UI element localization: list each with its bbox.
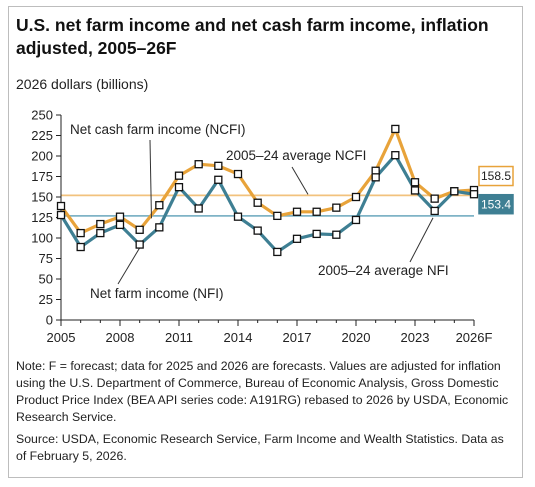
y-tick-label: 75 xyxy=(39,251,53,266)
source-text: Source: USDA, Economic Research Service,… xyxy=(16,431,516,465)
ncfi-point xyxy=(353,194,360,201)
ncfi-point xyxy=(117,213,124,220)
note-text: Note: F = forecast; data for 2025 and 20… xyxy=(16,358,516,426)
nfi-point xyxy=(431,207,438,214)
y-tick-label: 0 xyxy=(46,313,53,328)
nfi-series-label: Net farm income (NFI) xyxy=(90,286,224,301)
ncfi-point xyxy=(77,230,84,237)
nfi-average-label: 2005–24 average NFI xyxy=(318,263,449,278)
y-tick-label: 150 xyxy=(31,190,53,205)
y-tick-label: 250 xyxy=(31,108,53,123)
y-tick-label: 200 xyxy=(31,149,53,164)
nfi-point xyxy=(471,191,478,198)
ncfi-point xyxy=(254,199,261,206)
nfi-point xyxy=(215,176,222,183)
nfi-point xyxy=(294,235,301,242)
ncfi-series-label: Net cash farm income (NCFI) xyxy=(70,122,246,137)
x-tick-label: 2011 xyxy=(165,330,193,345)
nfi-point xyxy=(176,184,183,191)
ncfi-point xyxy=(136,226,143,233)
ncfi-point xyxy=(313,208,320,215)
x-tick-label: 2020 xyxy=(342,330,371,345)
nfi-point xyxy=(195,205,202,212)
y-tick-label: 100 xyxy=(31,231,53,246)
y-tick-label: 25 xyxy=(39,292,53,307)
nfi-point xyxy=(333,231,340,238)
y-tick-label: 125 xyxy=(31,210,53,225)
y-tick-label: 175 xyxy=(31,169,53,184)
x-tick-label: 2023 xyxy=(401,330,430,345)
ncfi-point xyxy=(412,179,419,186)
data-markers xyxy=(58,125,478,255)
x-tick-label: 2005 xyxy=(47,330,76,345)
nfi-point xyxy=(451,188,458,195)
nfi-point xyxy=(254,227,261,234)
x-tick-label: 2017 xyxy=(283,330,312,345)
ncfi-end-value: 158.5 xyxy=(481,169,511,183)
ncfi-point xyxy=(274,212,281,219)
nfi-point xyxy=(372,174,379,181)
ncfi-point xyxy=(58,203,65,210)
nfi-point xyxy=(58,212,65,219)
callouts: Net cash farm income (NCFI) Net farm inco… xyxy=(70,122,449,301)
ncfi-point xyxy=(333,204,340,211)
nfi-point xyxy=(235,213,242,220)
end-value-badges: 158.5 153.4 xyxy=(479,167,513,214)
ncfi-point xyxy=(235,171,242,178)
x-tick-label: 2026F xyxy=(456,330,493,345)
nfi-average-leader-line xyxy=(410,218,433,262)
nfi-point xyxy=(156,224,163,231)
ncfi-average-label: 2005–24 average NCFI xyxy=(226,148,366,163)
nfi-point xyxy=(353,216,360,223)
ncfi-point xyxy=(431,195,438,202)
nfi-point xyxy=(392,152,399,159)
ncfi-point xyxy=(392,125,399,132)
ncfi-point xyxy=(97,221,104,228)
x-tick-label: 2014 xyxy=(224,330,253,345)
ncfi-point xyxy=(176,172,183,179)
x-tick-label: 2008 xyxy=(106,330,135,345)
nfi-end-value: 153.4 xyxy=(481,197,511,211)
nfi-point xyxy=(117,221,124,228)
ncfi-point xyxy=(156,202,163,209)
y-tick-label: 50 xyxy=(39,272,53,287)
nfi-point xyxy=(136,241,143,248)
y-tick-label: 225 xyxy=(31,128,53,143)
ncfi-point xyxy=(195,161,202,168)
nfi-point xyxy=(313,230,320,237)
nfi-point xyxy=(412,187,419,194)
nfi-point xyxy=(274,248,281,255)
ncfi-point xyxy=(294,208,301,215)
nfi-point xyxy=(97,230,104,237)
ncfi-point xyxy=(215,162,222,169)
nfi-leader-line xyxy=(118,248,140,284)
notes-block: Note: F = forecast; data for 2025 and 20… xyxy=(16,358,516,470)
nfi-point xyxy=(77,244,84,251)
ncfi-leader-line xyxy=(150,140,151,218)
ncfi-average-leader-line xyxy=(292,167,308,194)
